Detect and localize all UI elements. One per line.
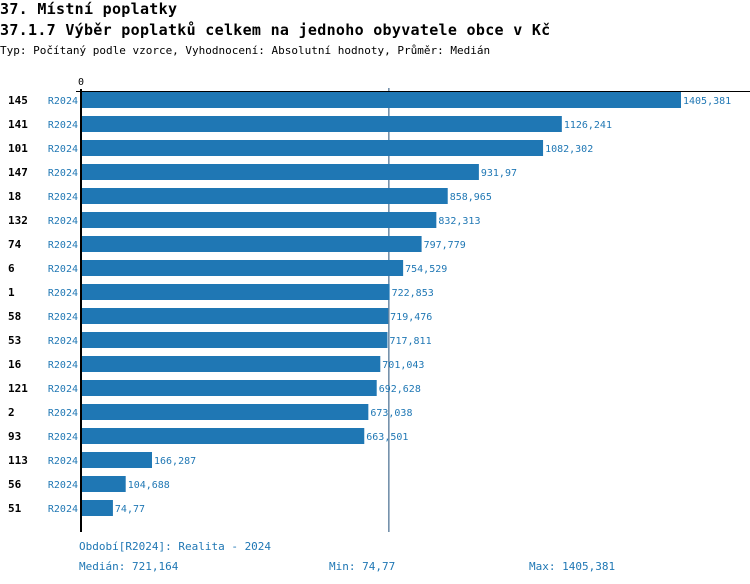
category-label: 51 (8, 502, 22, 515)
bar (81, 452, 152, 468)
bar (81, 404, 369, 420)
series-label: R2024 (48, 264, 78, 275)
value-label: 673,038 (370, 408, 412, 419)
bar (81, 260, 404, 276)
series-label: R2024 (48, 480, 78, 491)
value-label: 717,811 (389, 336, 431, 347)
category-label: 113 (8, 454, 28, 467)
series-label: R2024 (48, 168, 78, 179)
max-summary: Max: 1405,381 (529, 560, 616, 573)
series-label: R2024 (48, 288, 78, 299)
series-label: R2024 (48, 312, 78, 323)
value-label: 722,853 (392, 288, 434, 299)
category-label: 56 (8, 478, 22, 491)
min-summary: Min: 74,77 (329, 560, 396, 573)
value-label: 1405,381 (683, 96, 731, 107)
bar (81, 332, 388, 348)
bar (81, 140, 544, 156)
category-label: 58 (8, 310, 21, 323)
bar (81, 476, 126, 492)
value-label: 701,043 (382, 360, 424, 371)
value-label: 719,476 (390, 312, 432, 323)
category-label: 18 (8, 190, 21, 203)
value-label: 104,688 (128, 480, 170, 491)
period-legend: Období[R2024]: Realita - 2024 (79, 540, 272, 553)
x-tick-label: 0 (78, 77, 84, 88)
category-label: 132 (8, 214, 28, 227)
value-label: 754,529 (405, 264, 447, 275)
chart-title: 37.1.7 Výběr poplatků celkem na jednoho … (0, 21, 551, 39)
value-label: 166,287 (154, 456, 196, 467)
series-label: R2024 (48, 432, 78, 443)
category-label: 53 (8, 334, 21, 347)
bar (81, 428, 365, 444)
category-label: 16 (8, 358, 22, 371)
bar (81, 116, 562, 132)
category-label: 6 (8, 262, 15, 275)
series-label: R2024 (48, 456, 78, 467)
category-label: 145 (8, 94, 28, 107)
bar (81, 284, 390, 300)
section-title: 37. Místní poplatky (0, 0, 178, 18)
value-label: 832,313 (438, 216, 480, 227)
bar (81, 92, 681, 108)
bar (81, 188, 448, 204)
bar (81, 212, 437, 228)
category-label: 101 (8, 142, 28, 155)
bar (81, 236, 422, 252)
value-label: 1126,241 (564, 120, 612, 131)
value-label: 797,779 (424, 240, 466, 251)
series-label: R2024 (48, 192, 78, 203)
category-label: 93 (8, 430, 21, 443)
series-label: R2024 (48, 360, 78, 371)
category-label: 1 (8, 286, 15, 299)
value-label: 74,77 (115, 504, 145, 515)
bar (81, 164, 479, 180)
series-label: R2024 (48, 216, 78, 227)
category-label: 147 (8, 166, 28, 179)
value-label: 931,97 (481, 168, 517, 179)
series-label: R2024 (48, 144, 78, 155)
series-label: R2024 (48, 240, 78, 251)
series-label: R2024 (48, 120, 78, 131)
bar (81, 500, 113, 516)
series-label: R2024 (48, 96, 78, 107)
series-label: R2024 (48, 384, 78, 395)
value-label: 692,628 (379, 384, 421, 395)
series-label: R2024 (48, 504, 78, 515)
category-label: 74 (8, 238, 22, 251)
bar (81, 356, 381, 372)
category-label: 141 (8, 118, 28, 131)
bar (81, 308, 389, 324)
value-label: 858,965 (450, 192, 492, 203)
series-label: R2024 (48, 336, 78, 347)
category-label: 121 (8, 382, 28, 395)
series-label: R2024 (48, 408, 78, 419)
chart-subtitle: Typ: Počítaný podle vzorce, Vyhodnocení:… (0, 44, 491, 57)
median-summary: Medián: 721,164 (79, 560, 179, 573)
category-label: 2 (8, 406, 15, 419)
value-label: 1082,302 (545, 144, 593, 155)
bar (81, 380, 377, 396)
value-label: 663,501 (366, 432, 408, 443)
